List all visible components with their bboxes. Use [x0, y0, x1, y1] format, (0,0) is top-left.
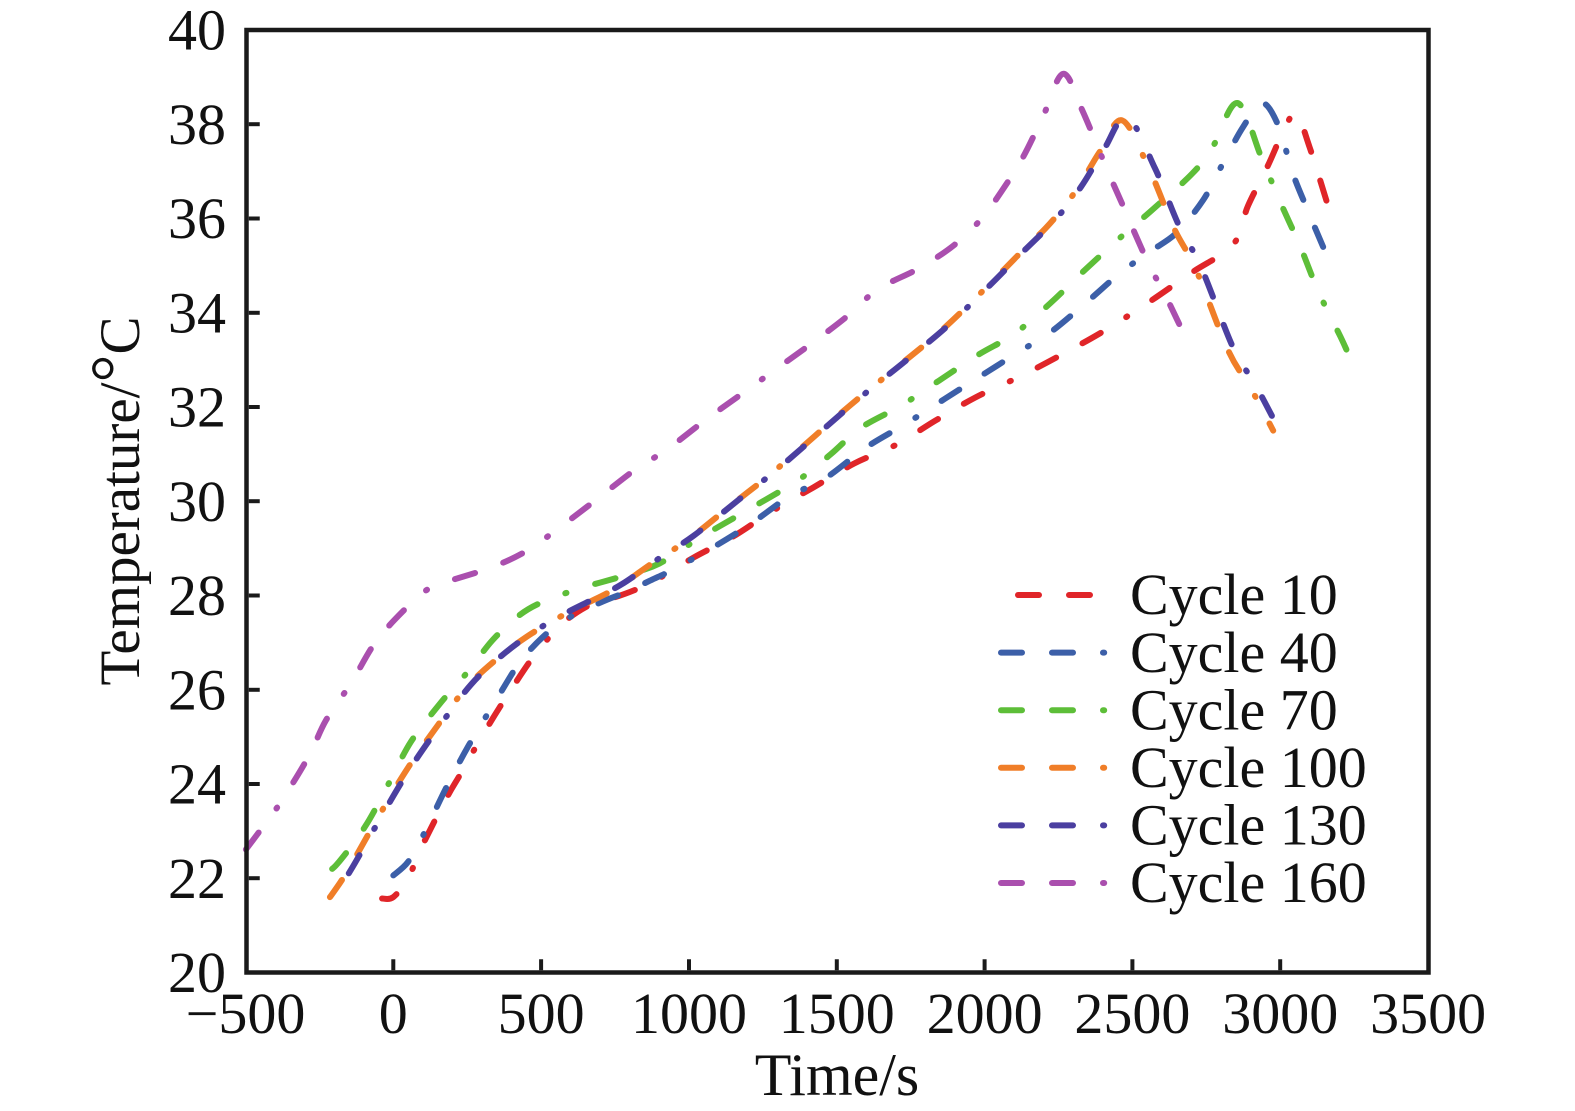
svg-text:Temperature/°C: Temperature/°C: [78, 316, 155, 685]
svg-text:34: 34: [168, 280, 226, 345]
svg-text:3000: 3000: [1222, 981, 1338, 1046]
svg-text:26: 26: [168, 657, 226, 722]
svg-text:30: 30: [168, 469, 226, 534]
svg-text:0: 0: [379, 981, 408, 1046]
svg-text:500: 500: [498, 981, 585, 1046]
svg-text:22: 22: [168, 846, 226, 911]
svg-text:24: 24: [168, 752, 226, 817]
svg-text:38: 38: [168, 92, 226, 157]
svg-text:1000: 1000: [631, 981, 747, 1046]
svg-text:Cycle 70: Cycle 70: [1130, 677, 1338, 742]
svg-text:Time/s: Time/s: [755, 1042, 920, 1108]
svg-text:1500: 1500: [779, 981, 895, 1046]
svg-text:20: 20: [168, 940, 226, 1005]
svg-text:32: 32: [168, 375, 226, 440]
svg-text:Cycle 40: Cycle 40: [1130, 620, 1338, 685]
svg-text:2500: 2500: [1074, 981, 1190, 1046]
svg-text:2000: 2000: [927, 981, 1043, 1046]
svg-text:Cycle 130: Cycle 130: [1130, 793, 1367, 858]
svg-text:Cycle 10: Cycle 10: [1130, 562, 1338, 627]
svg-text:3500: 3500: [1370, 981, 1486, 1046]
svg-text:−500: −500: [186, 981, 306, 1046]
svg-text:Cycle 100: Cycle 100: [1130, 735, 1367, 800]
svg-text:40: 40: [168, 0, 226, 63]
svg-text:36: 36: [168, 186, 226, 251]
svg-text:28: 28: [168, 563, 226, 628]
svg-text:Cycle 160: Cycle 160: [1130, 850, 1367, 915]
